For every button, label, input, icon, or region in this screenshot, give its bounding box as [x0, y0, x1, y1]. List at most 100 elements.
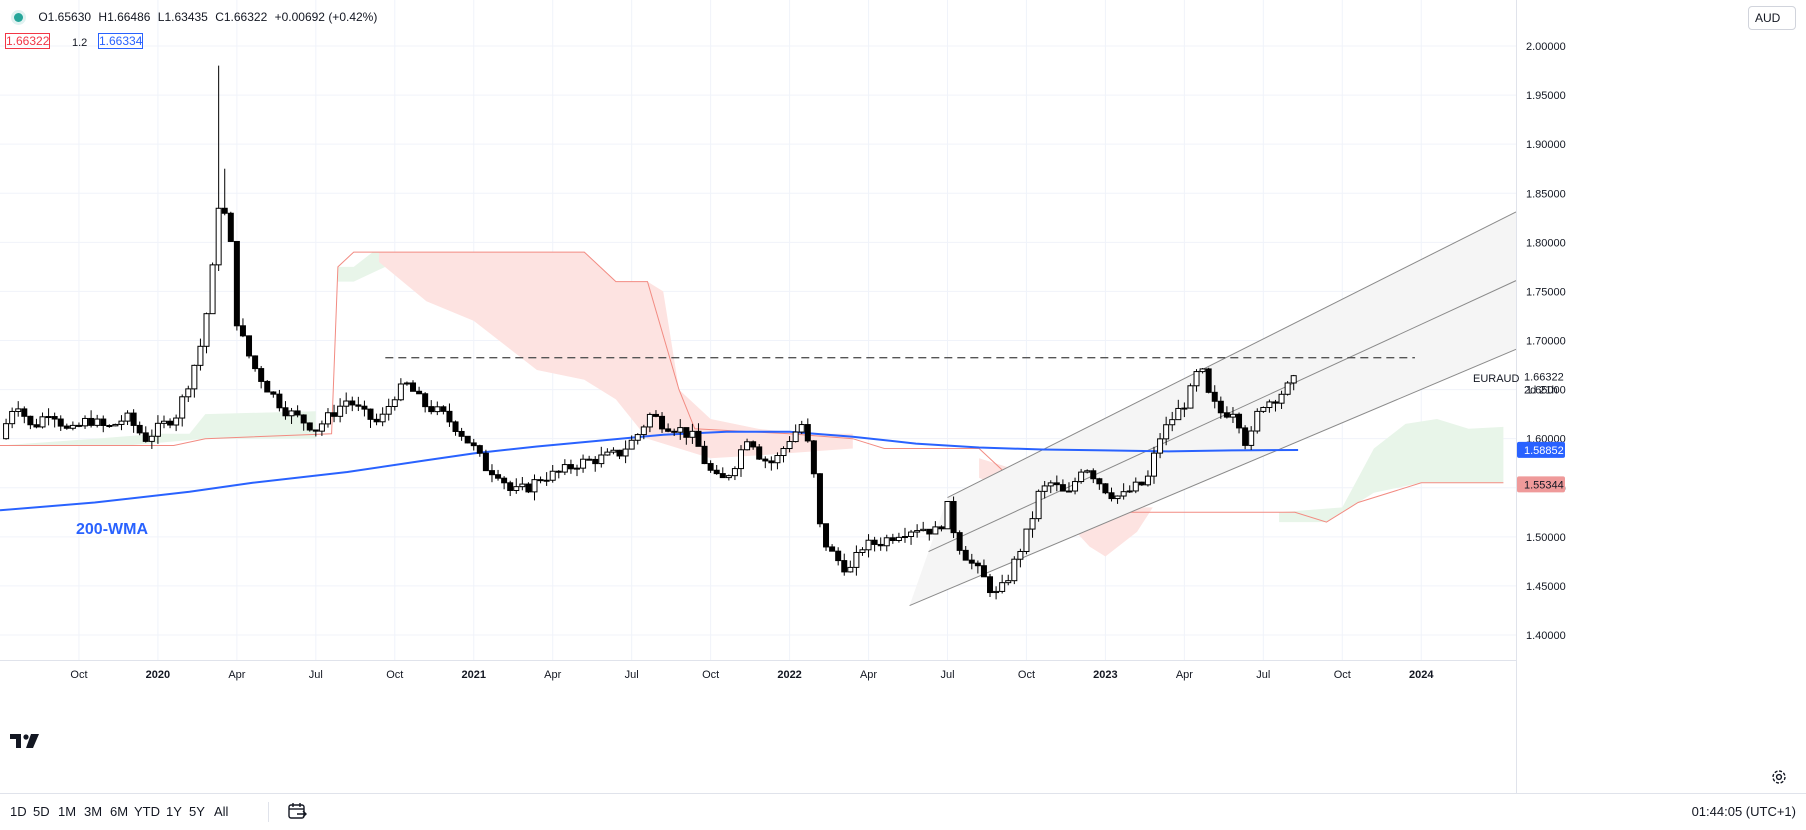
candle-down	[167, 420, 174, 426]
candle-down	[410, 382, 417, 392]
candle-up	[543, 479, 550, 482]
legend-low: L1.63435	[157, 10, 208, 24]
symbol-label: EURAUD	[1473, 373, 1520, 385]
candle-down	[264, 380, 271, 393]
candle-down	[464, 435, 471, 444]
calendar-goto-icon[interactable]	[286, 800, 308, 822]
status-dot-icon	[14, 13, 23, 22]
settings-gear-icon[interactable]	[1770, 768, 1788, 786]
candle-up	[731, 468, 738, 477]
candle-up	[1132, 481, 1139, 492]
candle-up	[148, 435, 155, 442]
candle-down	[1053, 482, 1060, 486]
range-button-ytd[interactable]: YTD	[134, 804, 160, 819]
candle-down	[659, 415, 666, 430]
range-button-all[interactable]: All	[214, 804, 229, 819]
candle-down	[258, 368, 265, 382]
bar-countdown-label: 2d 21h	[1524, 385, 1558, 397]
chart-grid	[0, 0, 1516, 660]
candle-down	[768, 460, 775, 464]
candle-down	[57, 418, 64, 427]
price-tick-label: 1.70000	[1526, 336, 1566, 348]
clock-timezone[interactable]: 01:44:05 (UTC+1)	[1691, 804, 1796, 819]
range-button-1m[interactable]: 1M	[58, 804, 77, 819]
price-tick-label: 1.85000	[1526, 188, 1566, 200]
candle-up	[628, 439, 635, 450]
candle-up	[1005, 580, 1012, 584]
candle-up	[908, 531, 915, 538]
candle-down	[829, 546, 836, 552]
range-button-6m[interactable]: 6M	[110, 804, 129, 819]
legend-change: +0.00692 (+0.42%)	[274, 10, 378, 24]
candle-up	[1114, 495, 1121, 500]
candle-up	[549, 470, 556, 481]
candle-up	[1229, 413, 1236, 418]
candle-down	[1102, 483, 1109, 494]
candle-down	[713, 469, 720, 475]
candle-down	[33, 424, 40, 428]
candle-down	[21, 408, 28, 417]
candle-down	[1223, 412, 1230, 418]
candle-down	[1138, 481, 1145, 486]
candle-up	[197, 345, 204, 366]
candle-up	[209, 264, 216, 315]
candle-up	[160, 420, 167, 424]
candle-down	[810, 440, 817, 475]
range-button-5d[interactable]: 5D	[33, 804, 50, 819]
range-button-5y[interactable]: 5Y	[189, 804, 205, 819]
candle-down	[1108, 492, 1115, 500]
cloud-area	[0, 411, 316, 446]
sell-price-button[interactable]: 1.66322	[5, 33, 51, 49]
candle-up	[774, 455, 781, 464]
candle-up	[786, 441, 793, 450]
candle-up	[1144, 475, 1151, 486]
kumo-line	[0, 251, 1504, 523]
candle-down	[221, 207, 228, 214]
candle-up	[3, 423, 10, 440]
candle-down	[537, 479, 544, 482]
wma-price-label: 1.58852	[1524, 445, 1564, 457]
candle-up	[15, 408, 22, 412]
candle-down	[373, 418, 380, 423]
candle-down	[938, 526, 945, 530]
candle-up	[1151, 452, 1158, 477]
candle-up	[1035, 490, 1042, 520]
candle-down	[1211, 391, 1218, 402]
candle-down	[683, 427, 690, 438]
candle-down	[1090, 470, 1097, 480]
candle-down	[877, 543, 884, 547]
candle-up	[1126, 490, 1133, 493]
spread-value: 1.2	[72, 37, 88, 49]
candle-down	[962, 549, 969, 561]
time-tick-label: Apr	[544, 669, 561, 681]
candle-down	[956, 532, 963, 551]
candle-up	[610, 449, 617, 453]
candle-up	[69, 424, 76, 429]
candle-up	[944, 501, 951, 530]
candle-up	[1248, 430, 1255, 446]
candle-down	[416, 390, 423, 395]
time-tick-label: Oct	[70, 669, 87, 681]
candle-up	[391, 399, 398, 407]
candle-up	[513, 486, 520, 491]
time-axis[interactable]: Oct 2020 Apr Jul Oct 2021 Apr Jul Oct 2022 Apr Jul O…	[0, 660, 1516, 682]
candle-up	[737, 449, 744, 470]
channel-fill	[909, 211, 1516, 606]
range-button-3m[interactable]: 3M	[84, 804, 103, 819]
candle-up	[1011, 558, 1018, 582]
range-button-1d[interactable]: 1D	[10, 804, 27, 819]
candle-down	[136, 424, 143, 434]
candle-down	[440, 406, 447, 412]
buy-price-button[interactable]: 1.66334	[98, 33, 144, 49]
candle-down	[246, 335, 253, 357]
candle-down	[719, 473, 726, 479]
price-tick-label: 1.95000	[1526, 90, 1566, 102]
candle-up	[519, 483, 526, 488]
currency-button[interactable]: AUD	[1748, 6, 1796, 30]
candle-down	[470, 442, 477, 447]
candle-down	[312, 429, 319, 432]
cloud-area	[1279, 419, 1504, 523]
candle-up	[1084, 470, 1091, 473]
range-button-1y[interactable]: 1Y	[166, 804, 182, 819]
